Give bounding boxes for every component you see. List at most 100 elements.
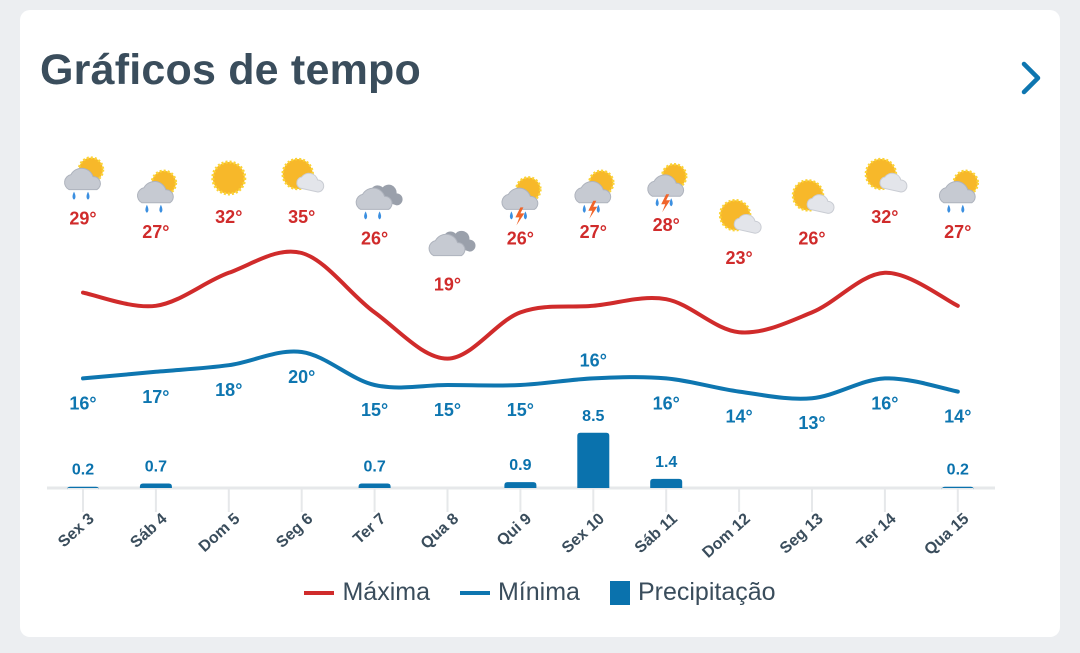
sun-icon bbox=[211, 160, 247, 196]
legend-max[interactable]: Máxima bbox=[304, 578, 430, 607]
sun-cloud-rain-icon bbox=[938, 169, 980, 213]
legend-precip[interactable]: Precipitação bbox=[609, 578, 776, 607]
cloud-shape bbox=[64, 167, 101, 191]
legend-min[interactable]: Mínima bbox=[459, 578, 580, 607]
sun-cloud-rain-icon bbox=[136, 169, 178, 213]
min-temp-line bbox=[81, 349, 960, 401]
min-temp-label: 15° bbox=[361, 400, 388, 420]
min-temp-label: 14° bbox=[725, 407, 752, 427]
x-axis-label: Sex 3 bbox=[55, 510, 98, 551]
chart-legend: Máxima Mínima Precipitação bbox=[0, 578, 1080, 607]
legend-label-max: Máxima bbox=[342, 578, 430, 606]
precip-label: 0.7 bbox=[363, 458, 385, 475]
x-axis-label: Sáb 11 bbox=[632, 510, 681, 557]
cloud-shape bbox=[938, 181, 976, 204]
min-temp-label: 16° bbox=[69, 393, 96, 413]
cloud-shape bbox=[296, 172, 325, 193]
cloud-shape bbox=[733, 213, 762, 234]
max-temp-label: 19° bbox=[434, 275, 461, 295]
max-temp-label: 32° bbox=[215, 207, 242, 227]
precip-bar bbox=[504, 482, 537, 488]
precip-bar bbox=[650, 478, 683, 488]
rain-drop bbox=[145, 204, 149, 213]
lightning-bolt bbox=[588, 200, 598, 219]
cloud-shape bbox=[879, 172, 908, 193]
rain-drop bbox=[86, 191, 90, 200]
min-temp-label: 13° bbox=[798, 413, 825, 433]
precip-bar bbox=[139, 483, 172, 488]
min-temp-label: 16° bbox=[580, 350, 607, 370]
cloud-shape bbox=[501, 187, 539, 210]
lightning-bolt bbox=[515, 207, 525, 226]
min-temp-label: 18° bbox=[215, 380, 242, 400]
rain-drop bbox=[72, 191, 76, 200]
x-axis-label: Ter 14 bbox=[854, 510, 900, 553]
legend-label-min: Mínima bbox=[497, 578, 580, 606]
legend-swatch-max bbox=[304, 590, 335, 595]
max-temp-label: 27° bbox=[142, 222, 169, 242]
x-axis-label: Dom 5 bbox=[196, 510, 244, 555]
precip-label: 0.7 bbox=[145, 458, 167, 475]
cloud-shape bbox=[355, 187, 393, 210]
sun-cloud-icon bbox=[718, 198, 762, 234]
precip-bar bbox=[577, 432, 610, 488]
rain-drop bbox=[509, 211, 513, 220]
cloud-icon bbox=[428, 230, 476, 257]
lightning-bolt bbox=[661, 194, 671, 213]
min-temp-label: 15° bbox=[507, 400, 534, 420]
cloud-shape bbox=[806, 194, 835, 214]
sun-shape bbox=[211, 160, 247, 196]
sun-cloud-storm-icon bbox=[647, 162, 688, 213]
max-temp-label: 26° bbox=[507, 228, 534, 248]
cloud-shape bbox=[428, 233, 466, 257]
sun-cloud-icon bbox=[864, 157, 908, 193]
precip-label: 0.2 bbox=[72, 462, 94, 479]
legend-swatch-precip bbox=[609, 580, 630, 605]
x-axis-label: Qua 15 bbox=[921, 510, 972, 558]
max-temp-label: 35° bbox=[288, 207, 315, 227]
cloud-shape bbox=[574, 181, 612, 204]
sun-cloud-storm-icon bbox=[574, 169, 615, 219]
rain-drop bbox=[364, 211, 368, 220]
x-axis-label: Qui 9 bbox=[494, 510, 535, 549]
min-temp-label: 14° bbox=[944, 407, 971, 427]
max-temp-label: 23° bbox=[725, 248, 752, 268]
x-axis-label: Ter 7 bbox=[350, 510, 389, 547]
sun-cloud-storm-icon bbox=[501, 176, 542, 226]
max-temp-label: 32° bbox=[871, 207, 898, 227]
x-axis-label: Sáb 4 bbox=[127, 510, 170, 551]
precip-label: 0.9 bbox=[509, 457, 531, 474]
x-axis-label: Seg 13 bbox=[777, 510, 827, 557]
max-temp-label: 27° bbox=[580, 222, 607, 242]
precip-label: 8.5 bbox=[582, 408, 604, 425]
legend-swatch-min bbox=[459, 590, 490, 595]
weather-charts-card: Gráficos de tempo bbox=[20, 10, 1060, 637]
legend-label-precip: Precipitação bbox=[637, 578, 776, 606]
max-temp-label: 26° bbox=[361, 228, 388, 248]
rain-drop bbox=[655, 198, 659, 207]
min-temp-label: 20° bbox=[288, 367, 315, 387]
cloud-rain-icon bbox=[355, 184, 403, 220]
rain-drop bbox=[596, 204, 600, 213]
min-temp-label: 17° bbox=[142, 387, 169, 407]
precip-bar bbox=[358, 483, 391, 488]
min-temp-label: 15° bbox=[434, 400, 461, 420]
cloud-shape bbox=[647, 174, 685, 197]
x-axis-label: Seg 6 bbox=[273, 510, 316, 551]
min-temp-label: 16° bbox=[871, 393, 898, 413]
chevron-right-icon[interactable] bbox=[1016, 58, 1046, 98]
x-axis-label: Sex 10 bbox=[559, 510, 608, 557]
sun-cloud-rain-icon bbox=[64, 156, 105, 200]
sun-cloud-icon bbox=[791, 179, 835, 214]
rain-drop bbox=[961, 204, 965, 213]
rain-drop bbox=[523, 211, 527, 220]
min-temp-label: 16° bbox=[653, 393, 680, 413]
precip-label: 0.2 bbox=[947, 462, 969, 479]
rain-drop bbox=[947, 204, 951, 213]
max-temp-label: 27° bbox=[944, 222, 971, 242]
sun-cloud-icon bbox=[281, 157, 325, 193]
page-title: Gráficos de tempo bbox=[40, 46, 421, 94]
precip-bar bbox=[941, 486, 974, 490]
rain-drop bbox=[669, 198, 673, 207]
